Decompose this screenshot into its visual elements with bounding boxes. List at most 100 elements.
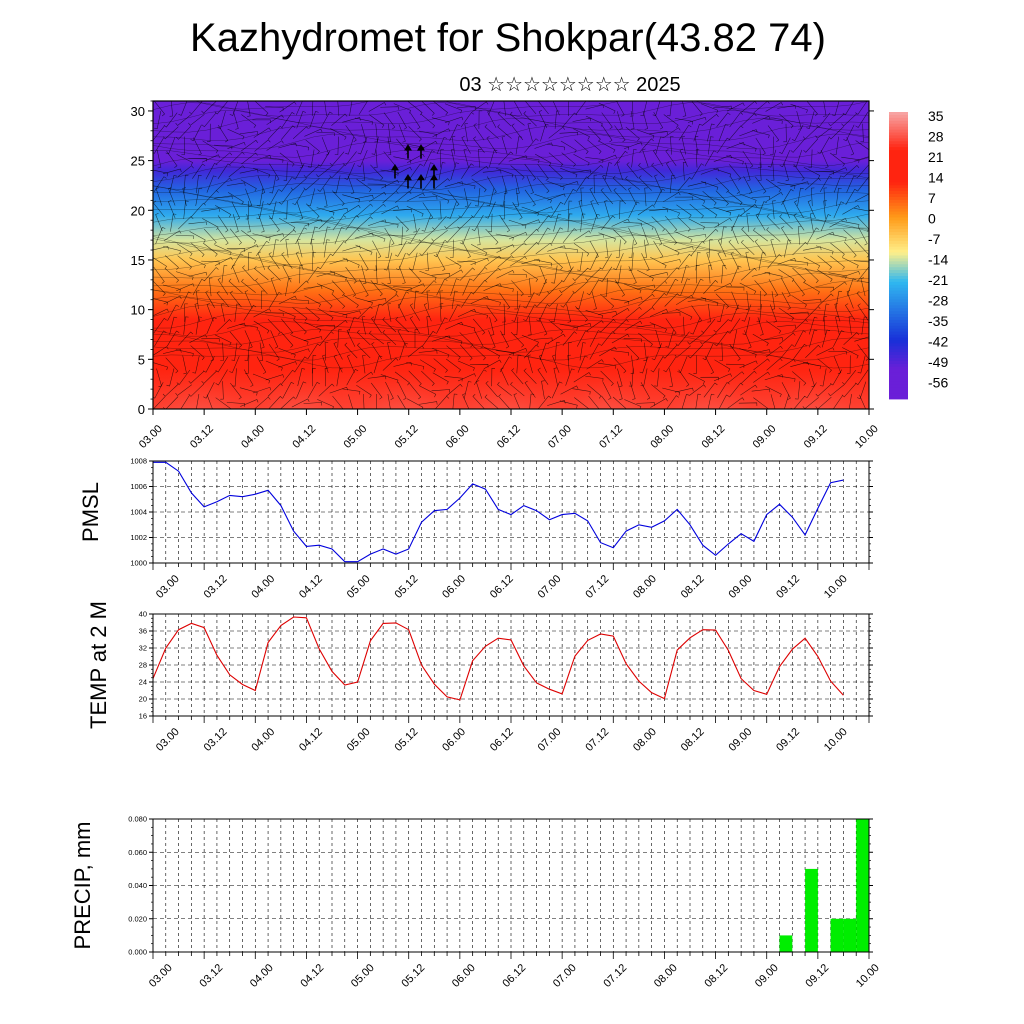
wind-barb bbox=[153, 346, 169, 356]
wind-barb bbox=[781, 382, 791, 400]
wind-barb bbox=[565, 368, 575, 386]
wind-barb bbox=[612, 396, 627, 409]
wind-barb bbox=[687, 234, 707, 238]
wind-barb bbox=[407, 345, 425, 358]
x-tick-label: 10.00 bbox=[854, 962, 882, 990]
wind-barb bbox=[843, 241, 857, 258]
wind-barb bbox=[610, 350, 630, 356]
wind-barb bbox=[842, 347, 859, 359]
wind-barb bbox=[601, 331, 616, 346]
wind-barb bbox=[752, 116, 771, 124]
colorbar-swatch bbox=[889, 346, 908, 350]
wind-barb bbox=[175, 384, 192, 396]
colorbar-label: -56 bbox=[928, 375, 948, 391]
wind-barb bbox=[387, 303, 392, 322]
colorbar-swatch bbox=[889, 261, 908, 265]
wind-barb bbox=[521, 258, 540, 265]
wind-barb bbox=[447, 201, 457, 219]
wind-barb bbox=[792, 267, 806, 284]
wind-barb bbox=[764, 118, 783, 125]
wind-barb bbox=[829, 167, 848, 176]
wind-barb bbox=[373, 303, 383, 322]
wind-barb bbox=[333, 341, 343, 360]
wind-barb bbox=[229, 290, 242, 308]
wind-barb bbox=[823, 187, 828, 207]
wind-barb bbox=[452, 393, 458, 409]
wind-barb bbox=[163, 246, 181, 254]
x-tick-label: 03.00 bbox=[137, 423, 165, 451]
wind-barb bbox=[342, 117, 361, 123]
wind-barb bbox=[650, 398, 668, 408]
x-tick-label: 05.00 bbox=[345, 573, 373, 601]
wind-barb bbox=[162, 126, 179, 140]
wind-barb bbox=[753, 227, 768, 242]
wind-barb bbox=[344, 228, 360, 243]
wind-barb bbox=[406, 192, 425, 202]
wind-barb bbox=[512, 202, 523, 220]
wind-barb bbox=[408, 126, 422, 142]
wind-barb bbox=[311, 355, 317, 374]
wind-barb bbox=[153, 308, 169, 317]
wind-barb bbox=[548, 126, 566, 139]
wind-barb bbox=[431, 389, 451, 393]
colorbar-swatch bbox=[889, 302, 908, 306]
wind-barb bbox=[601, 215, 616, 230]
isotherm-line bbox=[153, 117, 869, 133]
wind-barb bbox=[580, 187, 584, 207]
wind-barb bbox=[727, 397, 745, 409]
wind-barb bbox=[261, 290, 265, 310]
wind-barb bbox=[664, 267, 680, 282]
wind-barb bbox=[168, 187, 176, 206]
wind-barb bbox=[534, 259, 553, 267]
wind-barb bbox=[323, 239, 330, 258]
wind-barb bbox=[600, 370, 614, 386]
wind-barb bbox=[368, 232, 386, 242]
wind-barb bbox=[687, 181, 707, 187]
wind-barb bbox=[285, 238, 289, 258]
wind-barb bbox=[201, 338, 220, 342]
wind-barb bbox=[693, 355, 697, 374]
wind-barb bbox=[642, 148, 649, 168]
x-tick-label: 05.12 bbox=[393, 423, 421, 451]
x-tick-label: 08.00 bbox=[631, 573, 659, 601]
wind-barb bbox=[382, 190, 399, 204]
wind-barb bbox=[177, 165, 194, 178]
wind-barb bbox=[751, 130, 770, 139]
wind-barb bbox=[253, 320, 270, 334]
wind-barb bbox=[833, 201, 845, 219]
wind-barb bbox=[833, 136, 839, 155]
x-tick-label: 05.00 bbox=[345, 726, 373, 754]
wind-barb bbox=[859, 394, 866, 409]
wind-barb bbox=[538, 227, 551, 244]
colorbar-swatch bbox=[889, 384, 908, 388]
wind-barb bbox=[629, 101, 634, 117]
wind-barb bbox=[368, 191, 387, 203]
isotherm-line bbox=[153, 125, 869, 141]
wind-barb bbox=[559, 400, 578, 409]
wind-barb bbox=[371, 342, 382, 360]
wind-barb bbox=[282, 381, 295, 399]
wind-barb bbox=[438, 200, 442, 220]
wind-barb bbox=[297, 238, 303, 258]
wind-barb bbox=[524, 164, 537, 181]
wind-barb bbox=[716, 112, 731, 128]
wind-barb bbox=[206, 343, 214, 362]
wind-barb bbox=[580, 213, 586, 232]
wind-barb bbox=[394, 166, 412, 176]
wind-barb bbox=[448, 304, 461, 322]
wind-barb bbox=[573, 153, 590, 166]
colorbar-swatch bbox=[889, 246, 908, 251]
wind-barb bbox=[457, 216, 473, 230]
colorbar-swatch bbox=[889, 185, 908, 189]
wind-barb bbox=[295, 227, 307, 244]
wind-barb bbox=[717, 251, 727, 270]
y-tick-label: 1006 bbox=[130, 482, 147, 491]
wind-barb bbox=[189, 257, 206, 269]
wind-barb bbox=[499, 292, 511, 310]
wind-barb bbox=[182, 355, 187, 375]
wind-barb bbox=[650, 257, 667, 269]
wind-barb bbox=[164, 268, 179, 283]
wind-barb bbox=[265, 233, 284, 239]
wind-barb bbox=[342, 245, 361, 252]
wind-barb bbox=[809, 329, 818, 348]
